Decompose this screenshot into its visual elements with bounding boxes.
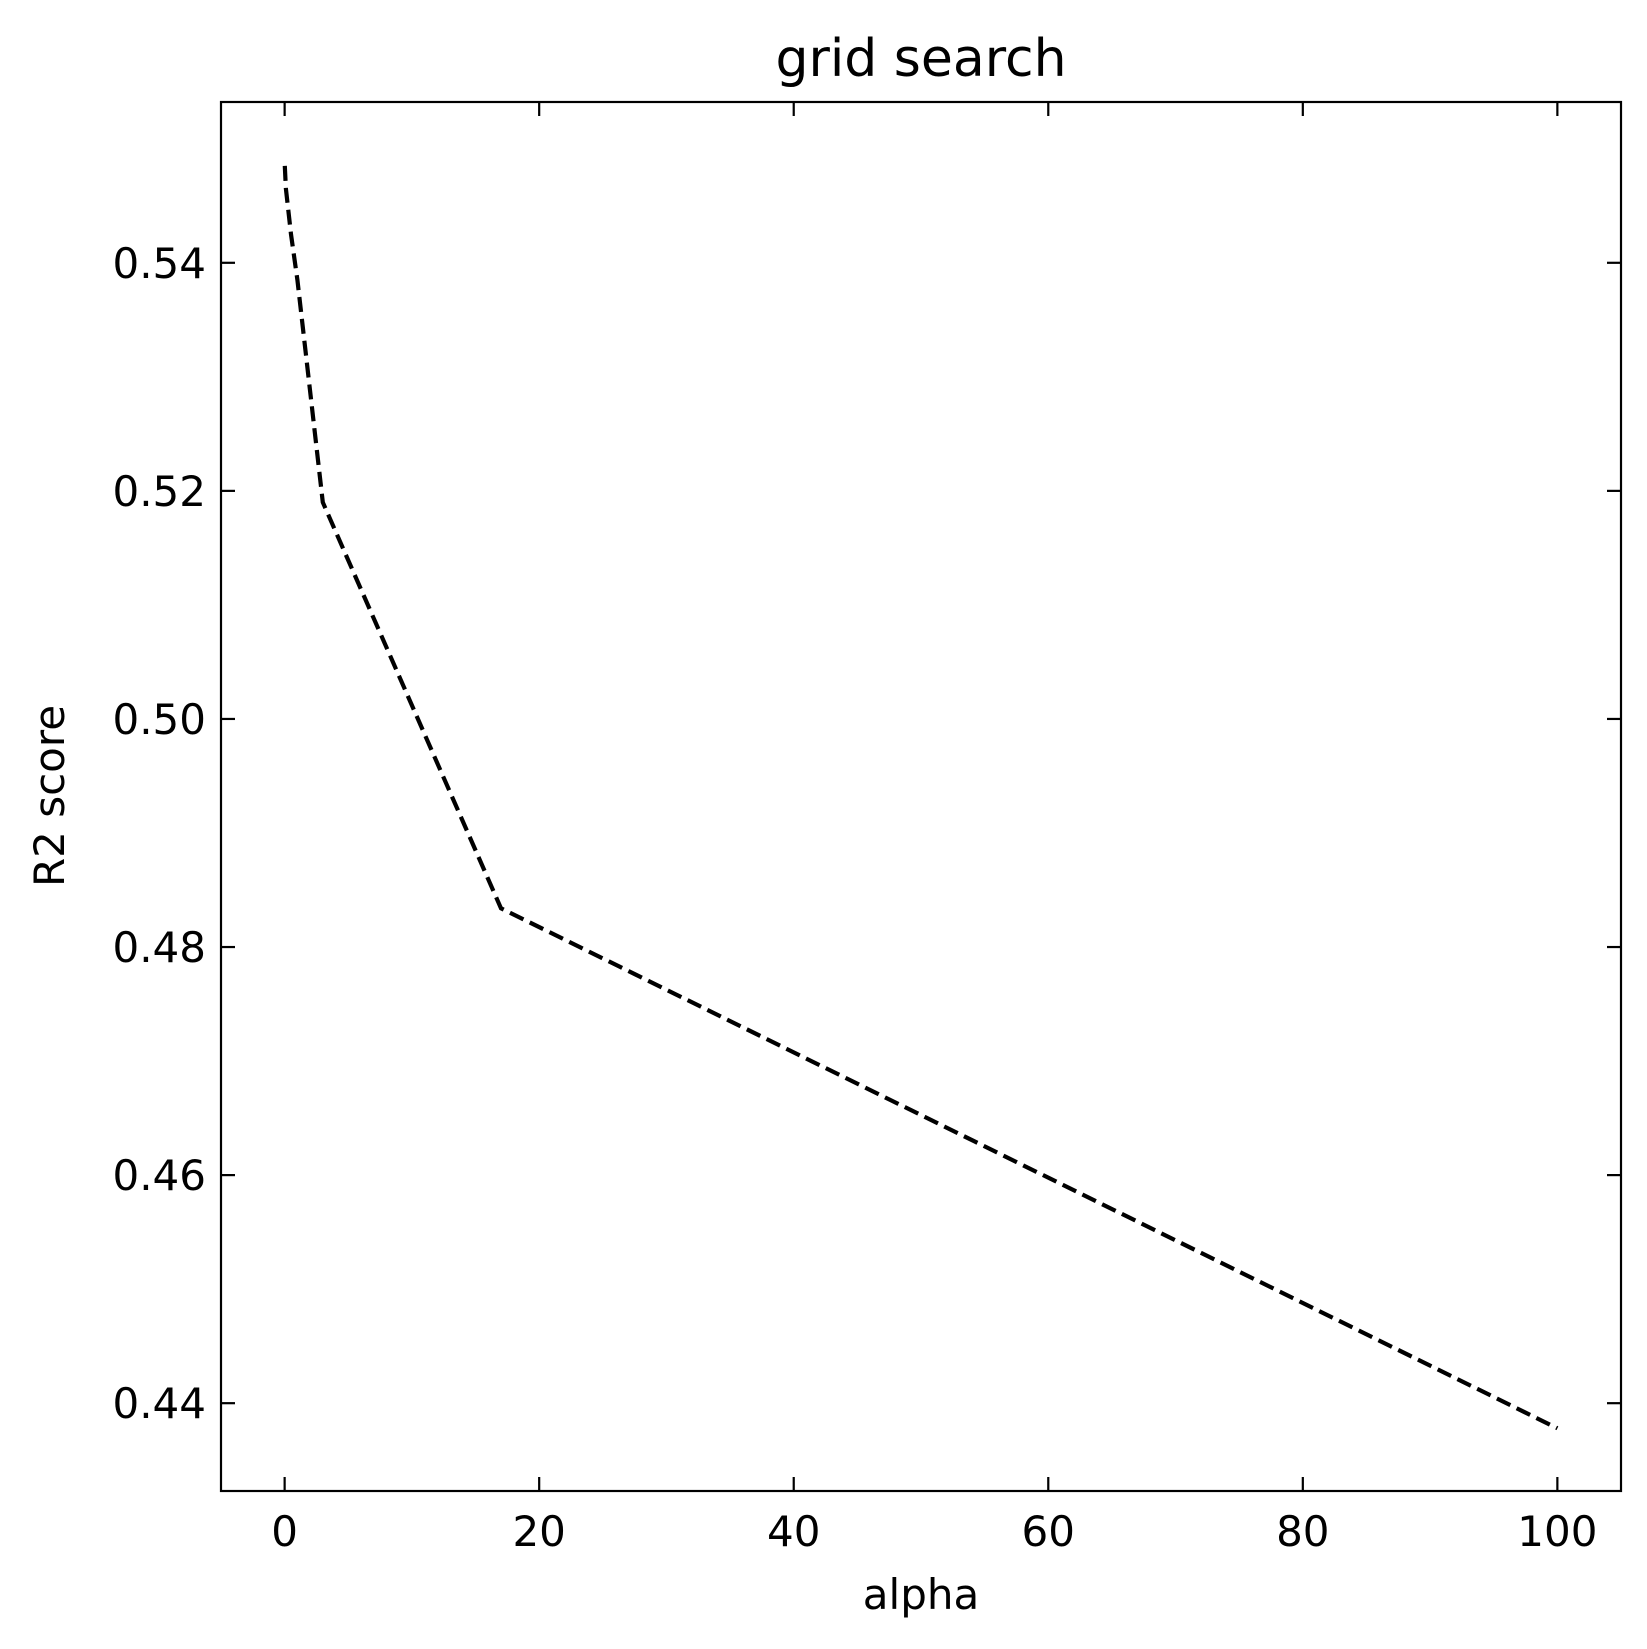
chart-title: grid search [775, 29, 1066, 89]
y-tick-label: 0.52 [112, 467, 206, 516]
y-tick-label: 0.44 [112, 1379, 206, 1428]
y-tick-label: 0.54 [112, 239, 206, 288]
plot-frame [219, 100, 1623, 1493]
y-tick-label: 0.50 [112, 695, 206, 744]
x-tick-label: 100 [1517, 1507, 1597, 1556]
tick-layer: 0 20 40 60 80 100 0.44 0.46 0.48 0.50 0.52 0.54 [112, 102, 1621, 1556]
y-tick-label: 0.46 [112, 1151, 206, 1200]
x-tick-label: 60 [1022, 1507, 1075, 1556]
y-axis-label: R2 score [25, 705, 74, 887]
y-tick-label: 0.48 [112, 923, 206, 972]
x-tick-label: 40 [767, 1507, 820, 1556]
plot-layer [282, 165, 1559, 1431]
x-tick-label: 80 [1276, 1507, 1329, 1556]
x-tick-label: 20 [512, 1507, 565, 1556]
x-axis-label: alpha [863, 1570, 979, 1619]
x-tick-label: 0 [271, 1507, 298, 1556]
series-line-1 [282, 165, 1559, 1431]
